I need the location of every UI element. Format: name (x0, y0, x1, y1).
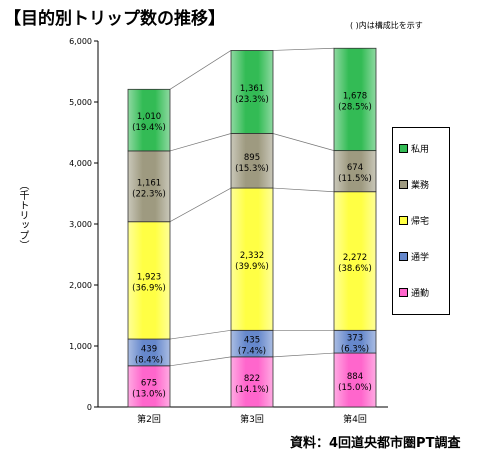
legend-swatch (399, 179, 408, 189)
bar-segment (127, 150, 171, 223)
data-label-share: (13.0%) (132, 389, 166, 399)
data-label-share: (11.5%) (338, 174, 372, 184)
data-label: 675 (141, 378, 157, 388)
y-tick-label: 6,000 (69, 37, 92, 46)
x-tick-label: 第4回 (343, 413, 367, 425)
data-label: 1,010 (137, 112, 161, 122)
legend-label: 私用 (411, 144, 430, 155)
legend: 私用業務帰宅通学通勤 (392, 127, 450, 315)
connector-line (272, 187, 335, 193)
legend-item: 業務 (399, 178, 430, 191)
bar-segment (230, 50, 274, 134)
data-label-share: (8.4%) (135, 355, 163, 365)
x-tick-label: 第2回 (137, 413, 161, 425)
data-label-share: (19.4%) (132, 123, 166, 133)
connector-line (169, 133, 232, 152)
bar-segment (230, 187, 274, 331)
legend-label: 帰宅 (411, 216, 430, 227)
data-label: 1,923 (137, 272, 161, 282)
data-label: 2,272 (343, 253, 367, 263)
data-label: 1,678 (343, 91, 367, 101)
bar-segment (127, 365, 171, 408)
legend-swatch (399, 287, 408, 297)
bar-segment (333, 47, 377, 152)
bar-segment (230, 356, 274, 408)
data-label: 884 (347, 372, 363, 382)
data-label-share: (6.3%) (341, 345, 369, 355)
y-tick-label: 1,000 (69, 342, 92, 351)
connector-line (272, 47, 335, 51)
data-label-share: (7.4%) (238, 347, 266, 357)
y-tick-label: 0 (87, 403, 92, 412)
bar-segment (230, 329, 274, 358)
bar-segment (333, 352, 377, 408)
bar-segment (127, 88, 171, 152)
data-label-share: (14.1%) (235, 385, 269, 395)
connector-line (272, 352, 335, 358)
bar-segment (333, 191, 377, 331)
y-tick-label: 2,000 (69, 281, 92, 290)
legend-item: 私用 (399, 142, 430, 155)
chart-note: ( )内は構成比を示す (350, 21, 423, 30)
bar-segment (230, 133, 274, 189)
chart-title: 【目的別トリップ数の推移】 (4, 9, 225, 29)
data-label-share: (28.5%) (338, 102, 372, 112)
data-label: 674 (347, 163, 363, 173)
data-label-share: (36.9%) (132, 283, 166, 293)
data-label: 822 (244, 374, 260, 384)
legend-label: 通学 (411, 252, 430, 263)
connector-line (169, 329, 232, 340)
x-tick-label: 第3回 (240, 413, 264, 425)
legend-item: 通学 (399, 250, 430, 263)
data-label-share: (38.6%) (338, 264, 372, 274)
legend-label: 業務 (411, 180, 430, 191)
connector-line (272, 133, 335, 151)
legend-item: 帰宅 (399, 214, 430, 227)
data-label: 439 (141, 344, 157, 354)
bar-segment (127, 221, 171, 340)
connector-line (169, 356, 232, 367)
legend-swatch (399, 215, 408, 225)
source-note: 資料：4回道央都市圏PT調査 (290, 436, 461, 451)
data-label-share: (23.3%) (235, 95, 269, 105)
y-tick-label: 5,000 (69, 98, 92, 107)
data-label: 1,161 (137, 178, 161, 188)
y-axis-label: （千トリップ） (17, 180, 28, 250)
bar-segment (127, 338, 171, 367)
legend-swatch (399, 143, 408, 153)
data-label-share: (22.3%) (132, 189, 166, 199)
data-label: 2,332 (240, 251, 264, 261)
data-label: 373 (347, 334, 363, 344)
connector-line (169, 187, 232, 223)
legend-item: 通勤 (399, 286, 430, 299)
data-label-share: (39.9%) (235, 262, 269, 272)
connector-line (169, 50, 232, 90)
data-label-share: (15.3%) (235, 164, 269, 174)
data-label: 435 (244, 336, 260, 346)
legend-label: 通勤 (411, 288, 430, 299)
data-label: 1,361 (240, 84, 264, 94)
data-label: 895 (244, 153, 260, 163)
data-label-share: (15.0%) (338, 383, 372, 393)
y-tick-label: 3,000 (69, 220, 92, 229)
y-tick-label: 4,000 (69, 159, 92, 168)
legend-swatch (399, 251, 408, 261)
